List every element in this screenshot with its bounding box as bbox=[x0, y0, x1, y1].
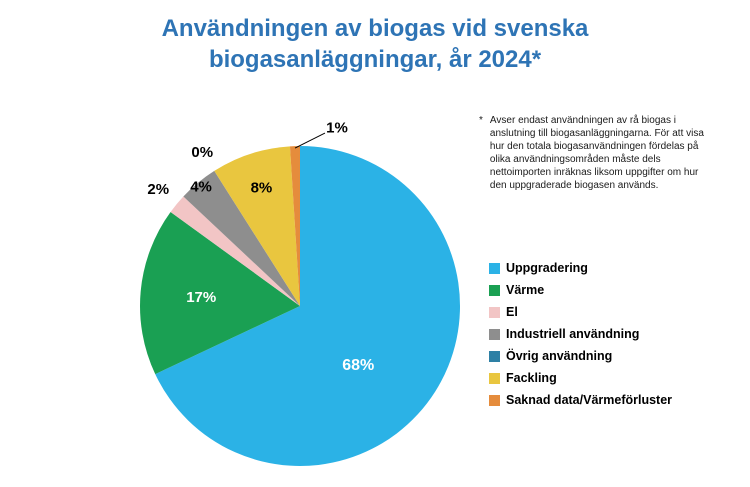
legend-swatch bbox=[489, 394, 500, 406]
legend-swatch bbox=[489, 284, 500, 296]
pie-slice-el bbox=[170, 196, 300, 306]
legend-label: El bbox=[506, 305, 518, 319]
legend-item-saknad-data: Saknad data/Värmeförluster bbox=[489, 393, 672, 407]
legend-label: Fackling bbox=[506, 371, 557, 385]
pie-percent-label-saknad-data-värmeförluster: 1% bbox=[326, 119, 348, 136]
pie-slice-saknad-data-värmeförluster bbox=[289, 146, 300, 306]
footnote-marker: * bbox=[479, 115, 483, 126]
pie-slice-uppgradering bbox=[155, 146, 461, 467]
legend-item-varme: Värme bbox=[489, 283, 672, 297]
pie-percent-label-värme: 17% bbox=[186, 289, 216, 306]
footnote: * Avser endast användningen av rå biogas… bbox=[479, 114, 711, 192]
legend-label: Industriell användning bbox=[506, 327, 640, 341]
legend-item-uppgradering: Uppgradering bbox=[489, 261, 672, 275]
pie-percent-label-el: 2% bbox=[147, 181, 169, 198]
legend-swatch bbox=[489, 350, 500, 362]
legend-label: Övrig användning bbox=[506, 349, 613, 363]
legend-label: Uppgradering bbox=[506, 261, 588, 275]
pie-slice-fackling bbox=[214, 146, 300, 306]
legend-label: Värme bbox=[506, 283, 545, 297]
footnote-text: Avser endast användningen av rå biogas i… bbox=[489, 115, 704, 191]
label-leader-line bbox=[294, 132, 326, 149]
pie-percent-label-fackling: 8% bbox=[251, 180, 273, 197]
pie-percent-label-industriell-användning: 4% bbox=[190, 179, 212, 196]
legend-swatch bbox=[489, 306, 500, 318]
legend-item-fackling: Fackling bbox=[489, 371, 672, 385]
legend-label: Saknad data/Värmeförluster bbox=[506, 393, 673, 407]
pie-slice-värme bbox=[140, 211, 300, 375]
legend-item-el: El bbox=[489, 305, 672, 319]
pie-percent-label-övrig-användning: 0% bbox=[191, 144, 213, 161]
legend-swatch bbox=[489, 262, 500, 274]
legend-swatch bbox=[489, 328, 500, 340]
chart-title: Användningen av biogas vid svenska bioga… bbox=[161, 15, 589, 73]
pie-slice-industriell-användning bbox=[183, 170, 300, 306]
legend-swatch bbox=[489, 372, 500, 384]
legend-item-industriell-anvandning: Industriell användning bbox=[489, 327, 672, 341]
legend-item-ovrig-anvandning: Övrig användning bbox=[489, 349, 672, 363]
pie-percent-label-uppgradering: 68% bbox=[342, 357, 374, 374]
legend: Uppgradering Värme El Industriell använd… bbox=[489, 261, 672, 415]
